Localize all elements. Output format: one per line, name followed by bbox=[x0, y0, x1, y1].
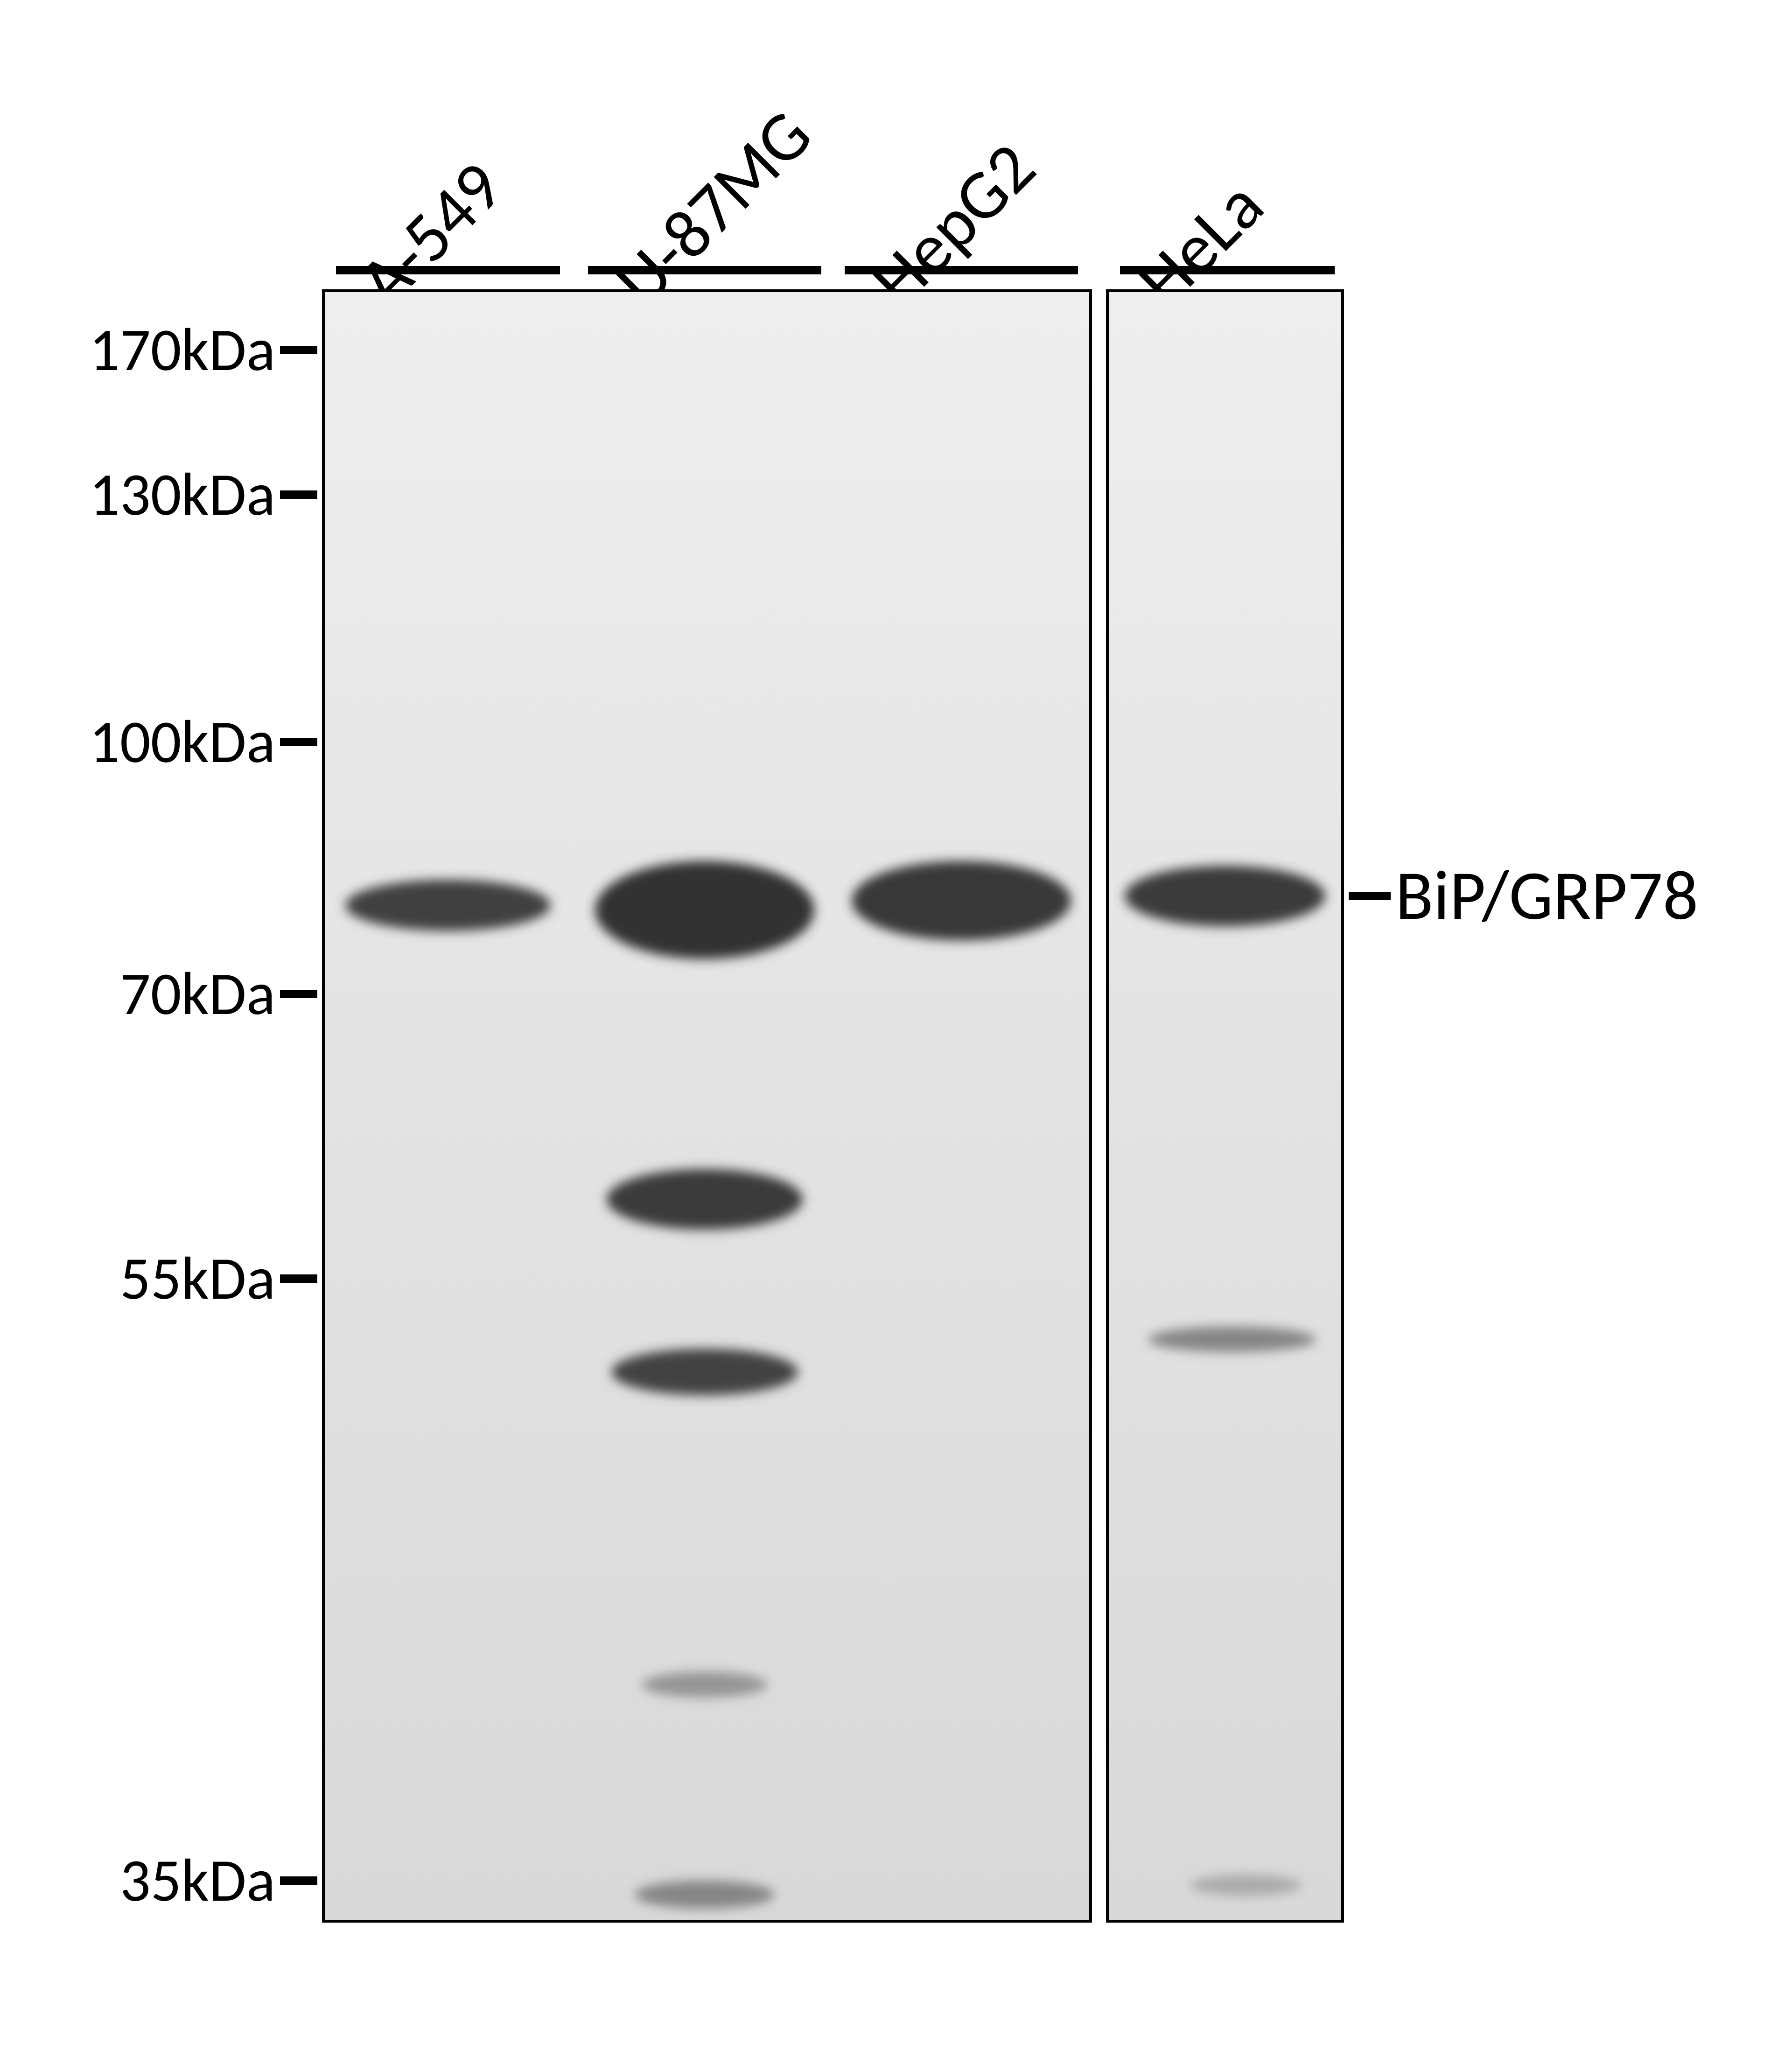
ladder-label-100: 100kDa bbox=[89, 704, 275, 778]
lane-underline-a549 bbox=[336, 266, 560, 274]
ladder-label-55: 55kDa bbox=[120, 1241, 275, 1315]
ladder-label-70: 70kDa bbox=[120, 956, 275, 1030]
lane-label-u87mg: U-87MG bbox=[598, 92, 829, 323]
ladder-label-35: 35kDa bbox=[120, 1843, 275, 1917]
lane-underline-u87mg bbox=[588, 266, 821, 274]
blot-panel-1 bbox=[322, 289, 1092, 1923]
target-tick bbox=[1349, 892, 1391, 900]
blot-panel-2 bbox=[1106, 289, 1344, 1923]
ladder-tick-35 bbox=[280, 1876, 317, 1885]
ladder-label-170: 170kDa bbox=[89, 312, 275, 386]
ladder-tick-70 bbox=[280, 990, 317, 998]
target-label: BiP/GRP78 bbox=[1395, 853, 1698, 938]
ladder-tick-100 bbox=[280, 738, 317, 746]
ladder-tick-130 bbox=[280, 490, 317, 499]
ladder-tick-170 bbox=[280, 346, 317, 354]
ladder-tick-55 bbox=[280, 1274, 317, 1283]
ladder-label-130: 130kDa bbox=[89, 457, 275, 531]
lane-underline-hela bbox=[1120, 266, 1335, 274]
lane-underline-hepg2 bbox=[845, 266, 1078, 274]
